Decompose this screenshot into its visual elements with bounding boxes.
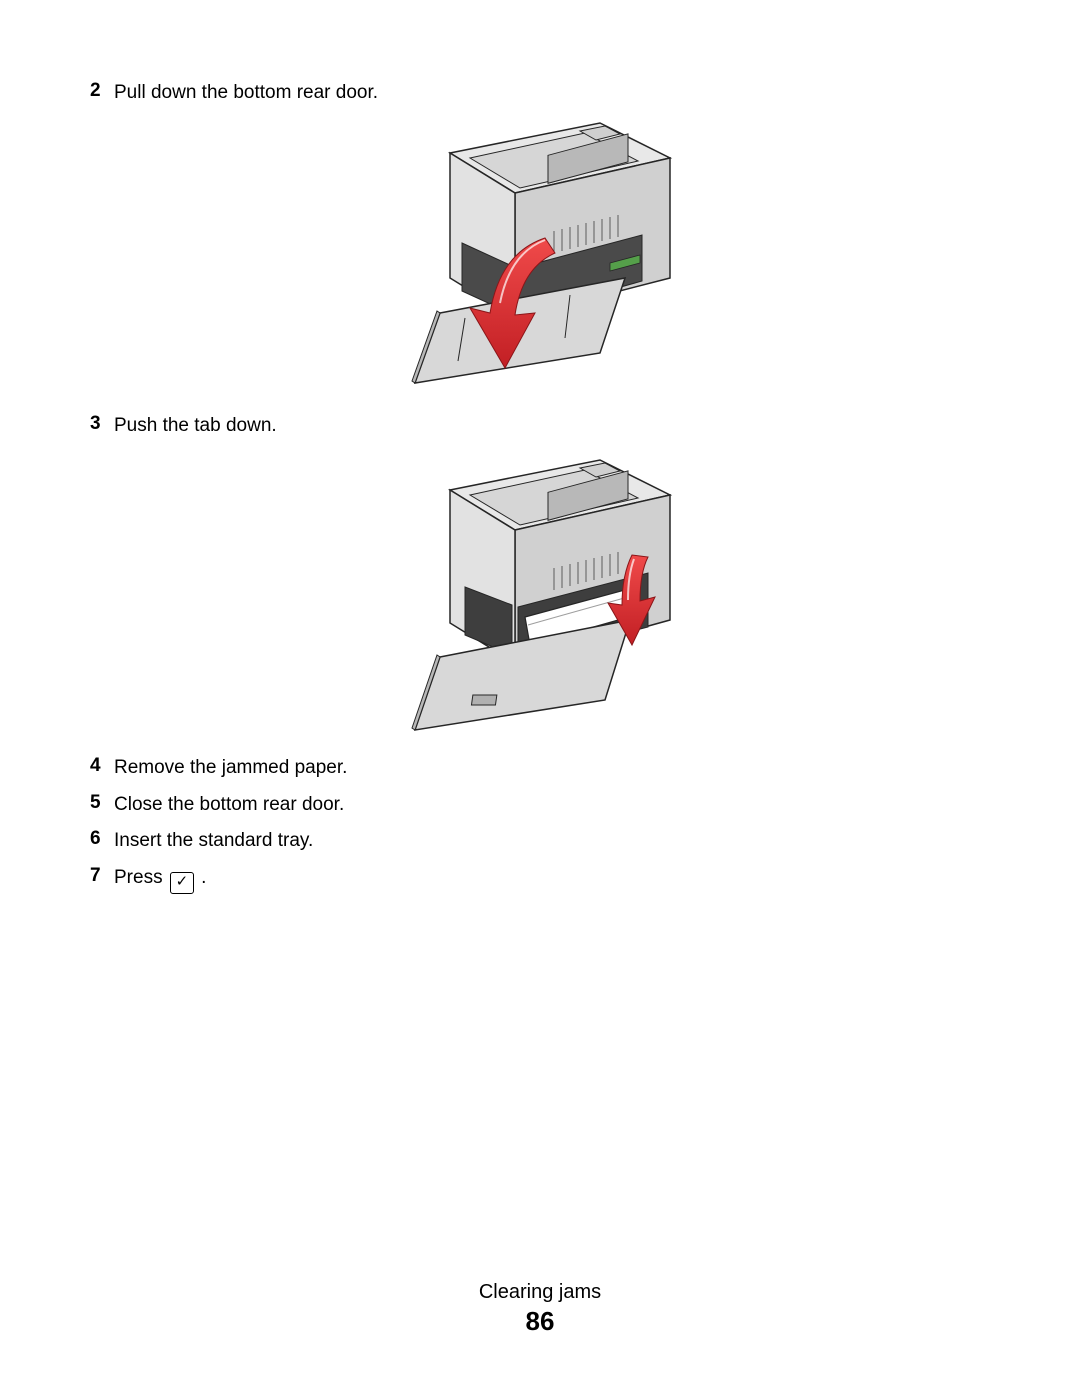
step-row: 3 Push the tab down.	[90, 413, 990, 440]
figure-1-container	[90, 113, 990, 403]
step-text: Insert the standard tray.	[114, 828, 313, 855]
step-3: 3 Push the tab down.	[90, 413, 990, 440]
figure-2-container	[90, 445, 990, 745]
step-text-prefix: Press	[114, 867, 168, 888]
step-number: 5	[90, 792, 114, 814]
manual-page: 2 Pull down the bottom rear door.	[0, 0, 1080, 1397]
step-4: 4 Remove the jammed paper.	[90, 755, 990, 782]
step-number: 3	[90, 413, 114, 435]
step-number: 4	[90, 755, 114, 777]
printer-pulldown-illustration	[370, 113, 710, 403]
step-text: Remove the jammed paper.	[114, 755, 347, 782]
step-row: 6 Insert the standard tray.	[90, 828, 990, 855]
step-row: 7 Press ✓ .	[90, 865, 990, 894]
step-row: 4 Remove the jammed paper.	[90, 755, 990, 782]
step-text-suffix: .	[196, 867, 207, 888]
footer-page-number: 86	[0, 1306, 1080, 1337]
step-text-composite: Press ✓ .	[114, 865, 206, 894]
step-row: 2 Pull down the bottom rear door.	[90, 80, 990, 107]
step-text: Close the bottom rear door.	[114, 792, 344, 819]
step-text: Pull down the bottom rear door.	[114, 80, 378, 107]
step-7: 7 Press ✓ .	[90, 865, 990, 894]
step-2: 2 Pull down the bottom rear door.	[90, 80, 990, 107]
step-row: 5 Close the bottom rear door.	[90, 792, 990, 819]
printer-pushtab-illustration	[370, 445, 710, 745]
check-button-icon: ✓	[170, 872, 194, 894]
step-text: Push the tab down.	[114, 413, 277, 440]
step-number: 2	[90, 80, 114, 102]
step-5: 5 Close the bottom rear door.	[90, 792, 990, 819]
step-number: 6	[90, 828, 114, 850]
step-6: 6 Insert the standard tray.	[90, 828, 990, 855]
page-footer: Clearing jams 86	[0, 1281, 1080, 1337]
footer-section-title: Clearing jams	[0, 1281, 1080, 1304]
step-number: 7	[90, 865, 114, 887]
